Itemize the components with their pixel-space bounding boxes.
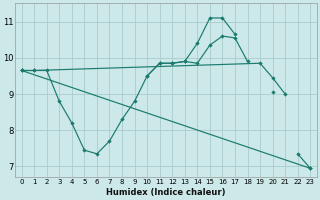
X-axis label: Humidex (Indice chaleur): Humidex (Indice chaleur) [106, 188, 226, 197]
